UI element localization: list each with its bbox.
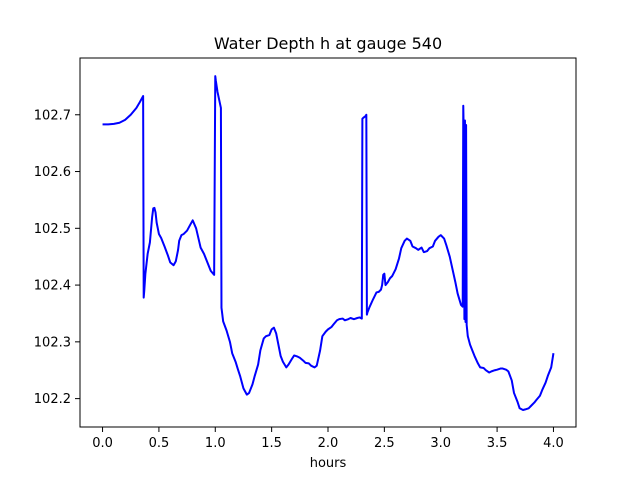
y-tick-label: 102.5 [34, 222, 71, 237]
y-tick-label: 102.4 [34, 279, 71, 294]
x-tick-label: 2.0 [318, 436, 339, 451]
x-tick-label: 4.0 [543, 436, 564, 451]
x-axis-label: hours [310, 456, 347, 471]
x-tick-label: 3.0 [430, 436, 451, 451]
x-tick-label: 1.0 [205, 436, 226, 451]
x-tick-label: 0.0 [92, 436, 113, 451]
series-line [102, 75, 555, 411]
x-tick-label: 2.5 [374, 436, 395, 451]
y-axis: 102.2 102.3 102.4 102.5 102.6 102.7 [34, 108, 80, 407]
x-axis: 0.0 0.5 1.0 1.5 2.0 2.5 3.0 3.5 4.0 [92, 427, 564, 451]
y-tick-label: 102.6 [34, 165, 71, 180]
y-tick-label: 102.2 [34, 392, 71, 407]
y-tick-label: 102.3 [34, 335, 71, 350]
chart-title: Water Depth h at gauge 540 [214, 34, 442, 53]
x-tick-label: 1.5 [261, 436, 282, 451]
y-tick-label: 102.7 [34, 108, 71, 123]
x-tick-label: 0.5 [149, 436, 170, 451]
x-tick-label: 3.5 [487, 436, 508, 451]
